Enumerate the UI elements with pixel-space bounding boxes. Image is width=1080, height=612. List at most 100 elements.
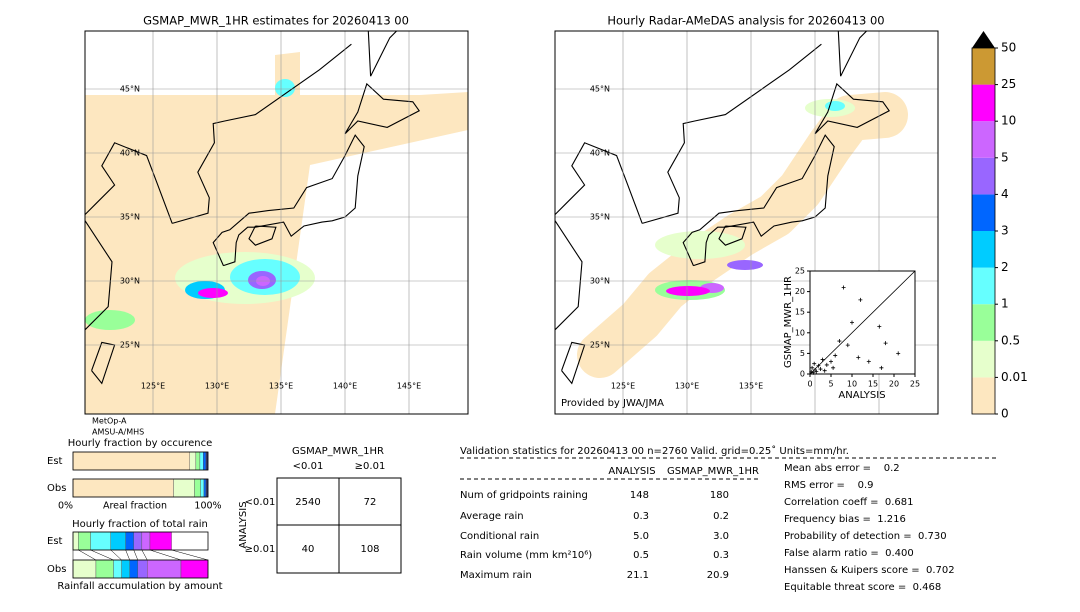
link xyxy=(78,549,97,561)
colorbar-label: 4 xyxy=(1001,187,1009,201)
point xyxy=(850,320,854,325)
point xyxy=(856,355,861,360)
fraction-segment xyxy=(149,531,172,551)
fraction-segment xyxy=(203,451,207,471)
link xyxy=(110,549,122,561)
lon-label: 130°E xyxy=(675,382,699,391)
coast xyxy=(367,31,398,77)
link xyxy=(133,549,139,561)
coast xyxy=(682,134,835,267)
point xyxy=(866,359,871,364)
stat-value: 0.3 xyxy=(713,550,729,561)
fraction-segment xyxy=(200,478,205,498)
extend-triangle xyxy=(972,31,995,48)
point xyxy=(809,369,814,374)
row-label: Obs xyxy=(47,483,66,494)
x-tick-label: 0 xyxy=(807,380,812,389)
stat-label: Maximum rain xyxy=(460,570,532,581)
fraction-segment xyxy=(72,451,190,471)
score: Correlation coeff = 0.681 xyxy=(784,497,914,508)
lon-label: 145°E xyxy=(397,382,421,391)
colorbar-label: 3 xyxy=(1001,224,1009,238)
colorbar: 0 0.01 0.5 1 2 3 4 5 10 25 50 xyxy=(971,31,1028,421)
right-map-area xyxy=(555,31,938,414)
point xyxy=(845,343,850,348)
stat-value: 148 xyxy=(630,490,649,501)
point xyxy=(858,297,863,302)
x-tick-label: 20 xyxy=(889,380,899,389)
point xyxy=(820,357,825,362)
y-tick-label: 20 xyxy=(795,287,805,296)
score: Equitable threat score = 0.468 xyxy=(784,582,941,593)
stat-label: Average rain xyxy=(460,511,524,522)
lat-label: 25°N xyxy=(120,341,140,350)
rain-area xyxy=(666,286,710,296)
point xyxy=(883,341,888,346)
lat-label: 35°N xyxy=(120,213,140,222)
y-tick-label: 5 xyxy=(800,349,805,358)
chart-title: Hourly fraction by occurence xyxy=(68,438,212,449)
row-header: <0.01 xyxy=(245,497,276,508)
stat-value: 180 xyxy=(710,490,729,501)
colorbar-label: 50 xyxy=(1001,41,1016,55)
column-header: ANALYSIS xyxy=(608,466,655,477)
point xyxy=(877,324,882,329)
y-tick-label: 10 xyxy=(795,328,805,337)
stats-header: Validation statistics for 20260413 00 n=… xyxy=(460,445,849,457)
color-bin xyxy=(972,231,995,268)
fraction-segment xyxy=(189,451,197,471)
coast xyxy=(837,31,868,77)
link xyxy=(125,549,130,561)
stat-value: 5.0 xyxy=(633,531,649,542)
color-bin xyxy=(972,48,995,85)
color-bin xyxy=(972,121,995,158)
color-bin xyxy=(972,84,995,122)
point xyxy=(822,368,827,373)
axis-label: 100% xyxy=(194,501,221,512)
lat-label: 35°N xyxy=(590,213,610,222)
lat-label: 30°N xyxy=(120,277,140,286)
colorbar-label: 5 xyxy=(1001,150,1009,164)
point xyxy=(829,359,833,364)
fraction-bars: Est Obs Est Obs xyxy=(47,451,209,579)
lon-label: 140°E xyxy=(333,382,357,391)
y-tick-label: 15 xyxy=(795,308,805,317)
stat-value: 3.0 xyxy=(713,531,729,542)
coast xyxy=(555,142,643,331)
lat-label: 30°N xyxy=(590,277,610,286)
satellite: AMSU-A/MHS xyxy=(92,428,144,437)
cell: 72 xyxy=(364,497,377,508)
x-tick-label: 15 xyxy=(868,380,878,389)
column-header: <0.01 xyxy=(293,461,324,472)
lat-label: 25°N xyxy=(590,341,610,350)
colorbar-label: 2 xyxy=(1001,260,1009,274)
bar-frame xyxy=(72,531,209,551)
fraction-segment xyxy=(194,478,201,498)
coast xyxy=(814,82,891,135)
point xyxy=(831,365,836,370)
cell: 108 xyxy=(360,544,379,555)
colorbar-label: 0.01 xyxy=(1001,370,1028,384)
color-bin xyxy=(972,194,995,231)
score: Mean abs error = 0.2 xyxy=(784,463,900,474)
fraction-segment xyxy=(113,559,122,579)
map-frame xyxy=(84,30,469,415)
row-label: Obs xyxy=(47,564,66,575)
column-header: GSMAP_MWR_1HR xyxy=(667,466,759,477)
rain-area xyxy=(825,101,845,111)
stat-value: 0.3 xyxy=(633,511,649,522)
diagonal xyxy=(809,270,916,375)
y-tick-label: 0 xyxy=(800,370,805,379)
fraction-segment xyxy=(78,531,91,551)
fraction-segment xyxy=(110,531,126,551)
score: Frequency bias = 1.216 xyxy=(784,514,906,525)
fraction-segment xyxy=(199,451,204,471)
point xyxy=(879,365,884,370)
lat-label: 45°N xyxy=(120,85,140,94)
coastline xyxy=(85,31,421,385)
stat-value: 21.1 xyxy=(627,570,649,581)
x-axis-label: ANALYSIS xyxy=(838,390,885,401)
colorbar-label: 0.5 xyxy=(1001,333,1020,347)
coast xyxy=(718,225,747,246)
point xyxy=(816,363,821,368)
